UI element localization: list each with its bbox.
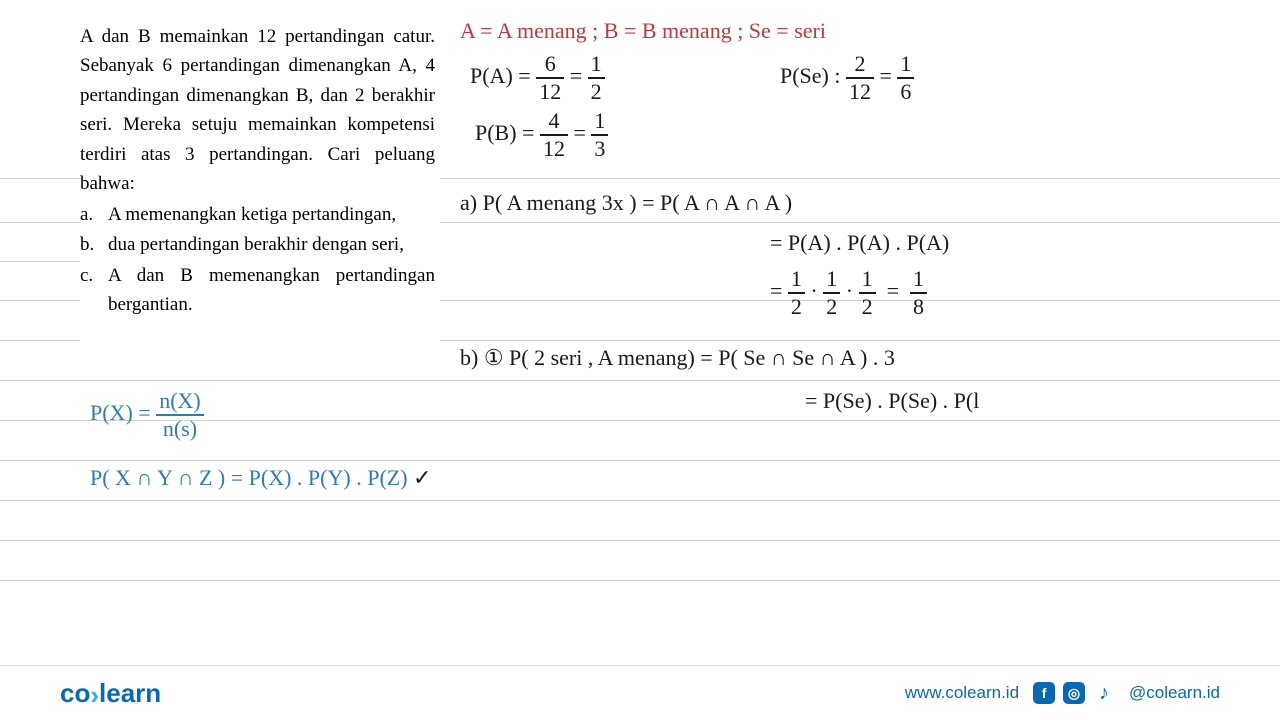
footer: co›learn www.colearn.id f ◎ ♪ @colearn.i…: [0, 665, 1280, 720]
part-b-line1: b) ① P( 2 seri , A menang) = P( Se ∩ Se …: [460, 345, 895, 371]
definitions-line: A = A menang ; B = B menang ; Se = seri: [460, 18, 826, 44]
formula-intersection: P( X ∩ Y ∩ Z ) = P(X) . P(Y) . P(Z) ✓: [90, 465, 431, 491]
item-text: dua pertandingan berakhir dengan seri,: [108, 230, 404, 259]
footer-url: www.colearn.id: [905, 683, 1019, 703]
item-letter: b.: [80, 230, 108, 259]
footer-right: www.colearn.id f ◎ ♪ @colearn.id: [905, 682, 1220, 704]
tiktok-icon: ♪: [1093, 682, 1115, 704]
item-letter: a.: [80, 200, 108, 229]
problem-body: A dan B memainkan 12 pertandingan catur.…: [80, 22, 435, 199]
instagram-icon: ◎: [1063, 682, 1085, 704]
part-a-line2: = P(A) . P(A) . P(A): [770, 230, 949, 256]
part-a-line1: a) P( A menang 3x ) = P( A ∩ A ∩ A ): [460, 190, 792, 216]
logo-learn: learn: [99, 678, 161, 708]
part-a-line3: = 12 · 12 · 12 = 18: [770, 268, 927, 318]
logo-co: co: [60, 678, 90, 708]
prob-b: P(B) = 412 = 13: [475, 110, 608, 160]
problem-statement: A dan B memainkan 12 pertandingan catur.…: [80, 22, 435, 319]
item-letter: c.: [80, 261, 108, 320]
formula-px: P(X) = n(X)n(s): [90, 390, 204, 440]
social-icons: f ◎ ♪: [1033, 682, 1115, 704]
prob-a: P(A) = 612 = 12: [470, 53, 605, 103]
part-b-line2: = P(Se) . P(Se) . P(l: [805, 388, 979, 414]
item-text: A memenangkan ketiga pertandingan,: [108, 200, 396, 229]
prob-se: P(Se) : 212 = 16: [780, 53, 914, 103]
problem-item-b: b. dua pertandingan berakhir dengan seri…: [80, 230, 435, 259]
social-handle: @colearn.id: [1129, 683, 1220, 703]
problem-item-c: c. A dan B memenangkan pertandingan berg…: [80, 261, 435, 320]
facebook-icon: f: [1033, 682, 1055, 704]
item-text: A dan B memenangkan pertandingan bergant…: [108, 261, 435, 320]
brand-logo: co›learn: [60, 678, 161, 709]
problem-item-a: a. A memenangkan ketiga pertandingan,: [80, 200, 435, 229]
logo-separator-icon: ›: [90, 680, 99, 710]
